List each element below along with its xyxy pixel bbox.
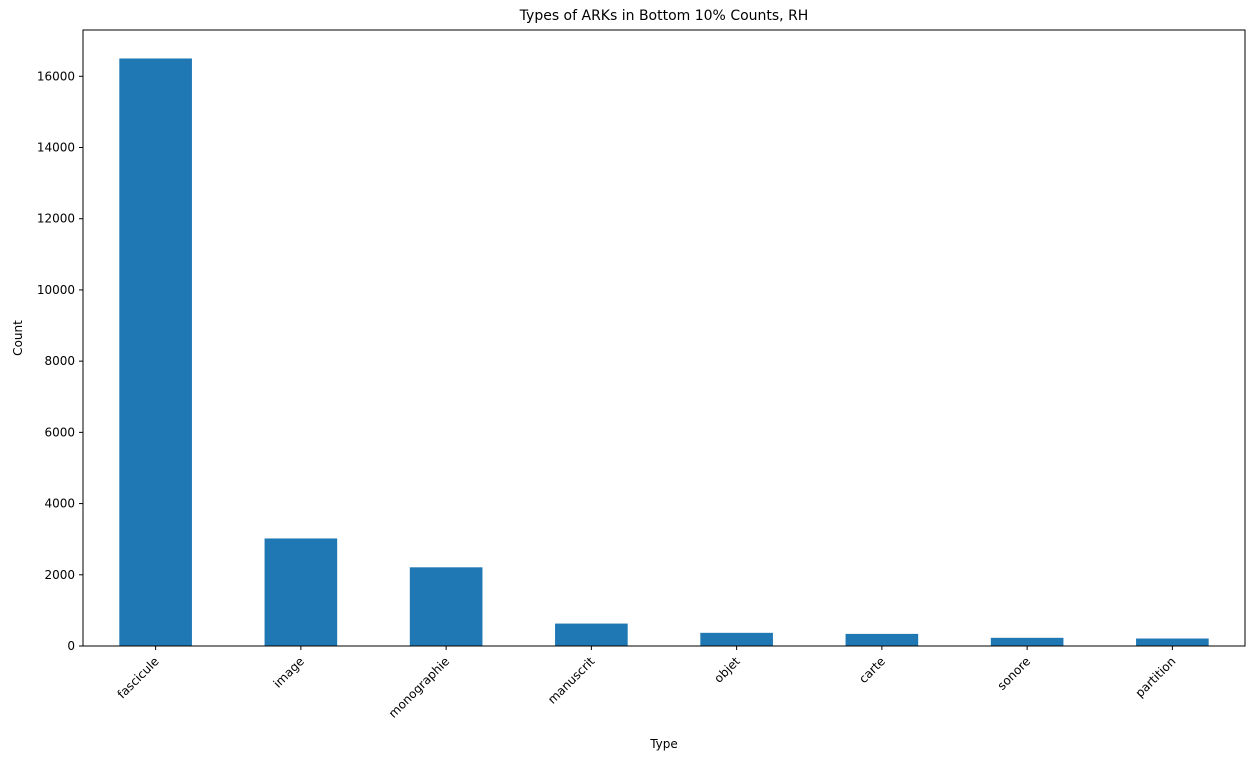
bar-carte <box>845 633 919 646</box>
y-tick-label: 0 <box>67 639 75 653</box>
bars-group <box>119 58 1209 647</box>
chart-title: Types of ARKs in Bottom 10% Counts, RH <box>519 8 809 24</box>
bar-manuscrit <box>555 623 628 646</box>
y-axis-label: Count <box>11 320 25 356</box>
y-tick-label: 2000 <box>44 568 75 582</box>
bar-monographie <box>409 567 483 646</box>
x-tick-label: image <box>271 654 307 690</box>
bar-image <box>264 538 338 646</box>
x-axis-ticks: fascicule image monographie manuscrit objet c… <box>115 646 1179 721</box>
bar-objet <box>700 632 773 646</box>
y-axis-ticks: 0 2000 4000 6000 8000 10000 12000 14000 16000 <box>37 69 83 653</box>
x-tick-label: manuscrit <box>545 654 598 707</box>
y-tick-label: 10000 <box>37 283 75 297</box>
y-tick-label: 4000 <box>44 497 75 511</box>
bar-sonore <box>990 637 1064 646</box>
x-tick-label: sonore <box>995 654 1034 693</box>
plot-frame <box>82 29 1246 647</box>
x-axis-label: Type <box>649 737 678 751</box>
y-tick-label: 8000 <box>44 354 75 368</box>
x-tick-label: carte <box>856 654 888 686</box>
x-tick-label: monographie <box>386 654 452 720</box>
y-tick-label: 12000 <box>37 212 75 226</box>
bar-partition <box>1136 638 1209 646</box>
y-tick-label: 14000 <box>37 141 75 155</box>
x-tick-label: partition <box>1133 654 1179 700</box>
x-tick-label: fascicule <box>115 654 162 701</box>
x-tick-label: objet <box>711 654 743 686</box>
bar-fascicule <box>119 58 192 647</box>
y-tick-label: 6000 <box>44 425 75 439</box>
y-tick-label: 16000 <box>37 69 75 83</box>
